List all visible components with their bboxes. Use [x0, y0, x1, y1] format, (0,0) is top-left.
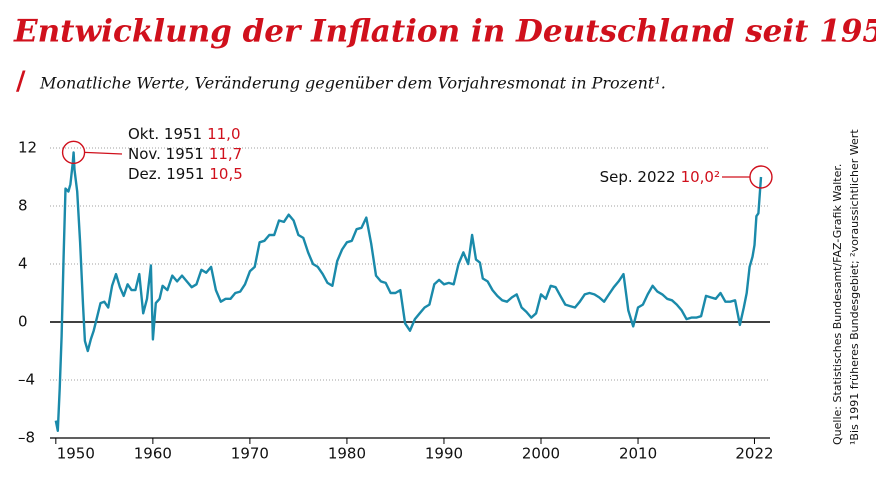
y-tick-label: –8	[18, 429, 35, 447]
y-tick-label: 12	[18, 139, 37, 157]
x-tick-label: 2022	[735, 445, 773, 463]
footnote: ¹Bis 1991 früheres Bundesgebiet; ²voraus…	[848, 129, 861, 445]
x-tick-label: 1950	[57, 445, 95, 463]
leader-line	[84, 151, 123, 155]
y-tick-label: 0	[18, 313, 28, 331]
y-tick-label: 4	[18, 255, 28, 273]
source: Quelle: Statistisches Bundesamt/FAZ-Graf…	[831, 164, 844, 445]
x-tick-label: 2000	[522, 445, 560, 463]
x-tick-label: 1970	[231, 445, 269, 463]
annotation-label: Okt. 1951	[128, 125, 202, 143]
annotation-label: Dez. 1951	[128, 165, 204, 183]
annotation-label: Nov. 1951	[128, 145, 204, 163]
y-tick-label: –4	[18, 371, 35, 389]
y-tick-label: 8	[18, 197, 28, 215]
annotation-value: 11,7	[209, 145, 242, 163]
annotation-value: 10,0²	[681, 168, 720, 186]
annotation-label: Sep. 2022	[600, 168, 676, 186]
annotation: Nov. 1951 11,7	[128, 145, 242, 163]
x-tick-label: 1990	[425, 445, 463, 463]
chart-title: Entwicklung der Inflation in Deutschland…	[13, 14, 876, 50]
annotation: Sep. 2022 10,0²	[600, 168, 720, 186]
annotation: Okt. 1951 11,0	[128, 125, 241, 143]
subtitle: Monatliche Werte, Veränderung gegenüber …	[39, 74, 666, 93]
x-tick-label: 1960	[134, 445, 172, 463]
subtitle-mark: /	[16, 67, 26, 97]
x-tick-label: 2010	[619, 445, 657, 463]
annotation-value: 10,5	[209, 165, 242, 183]
annotation-value: 11,0	[207, 125, 240, 143]
x-tick-label: 1980	[328, 445, 366, 463]
annotation: Dez. 1951 10,5	[128, 165, 243, 183]
series-line	[54, 151, 763, 432]
